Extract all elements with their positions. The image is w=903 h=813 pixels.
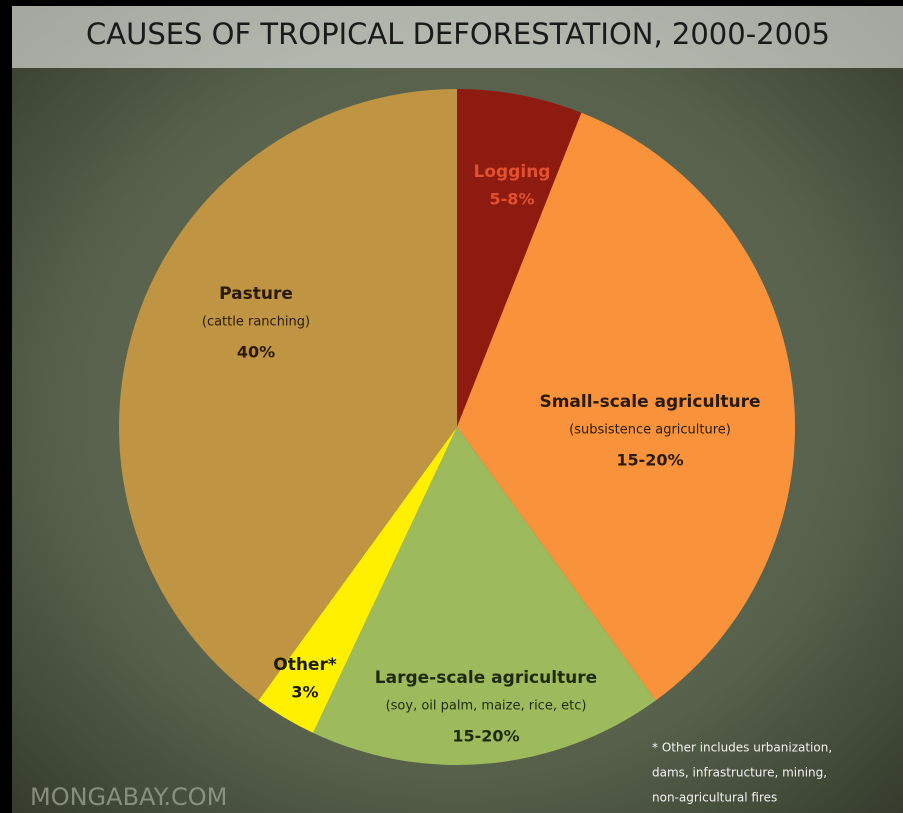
pie-slice [313,427,656,765]
slice-name: Small-scale agriculture [539,392,760,412]
slice-name: Large-scale agriculture [375,668,597,688]
slice-value-label: 15-20% [616,451,683,470]
title-band [12,6,903,68]
chart-title: CAUSES OF TROPICAL DEFORESTATION, 2000-2… [86,17,830,51]
slice-value-label: 15-20% [452,727,519,746]
slice-description: (soy, oil palm, maize, rice, etc) [386,699,587,714]
slice-description: (cattle ranching) [202,315,310,330]
slice-value-label: 5-8% [490,190,535,209]
pie-slice [118,88,457,701]
pie-slice [457,89,582,427]
slice-name: Logging [474,162,551,182]
slice-name: Pasture [219,284,293,304]
footnote-line: * Other includes urbanization, [652,741,832,755]
pie-slice [258,427,457,733]
pie-slice [457,112,796,701]
slice-value-label: 40% [237,343,275,362]
footnote-line: dams, infrastructure, mining, [652,766,827,780]
slice-value-label: 3% [291,683,318,702]
pie [118,88,796,765]
slice-name: Other* [273,655,337,675]
footnote: * Other includes urbanization, dams, infr… [652,741,832,805]
slice-description: (subsistence agriculture) [569,423,731,438]
watermark: MONGABAY.COM [30,783,227,811]
footnote-line: non-agricultural fires [652,791,777,805]
slice-labels: Logging 5-8% Small-scale agriculture (subsi… [202,162,761,746]
